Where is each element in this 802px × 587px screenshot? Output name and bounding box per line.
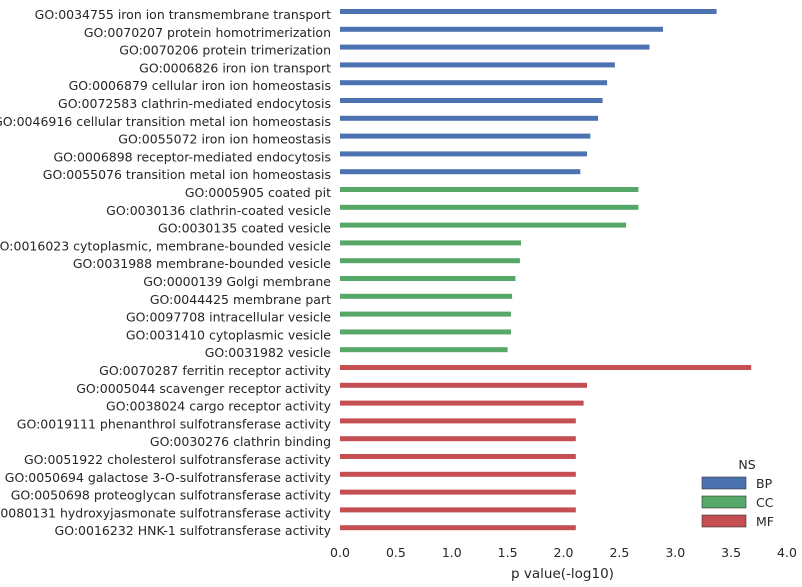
category-label: GO:0006879 cellular iron ion homeostasis <box>69 78 331 93</box>
category-label: GO:0044425 membrane part <box>150 292 331 307</box>
category-label: GO:0031982 vesicle <box>205 345 332 360</box>
bar-bp <box>340 115 599 121</box>
x-tick-label: 3.5 <box>721 545 741 560</box>
bar-mf <box>340 382 587 388</box>
legend-swatch-bp <box>701 476 747 490</box>
category-labels-group: GO:0034755 iron ion transmembrane transp… <box>0 7 332 538</box>
category-label: GO:0080131 hydroxyjasmonate sulfotransfe… <box>0 505 332 520</box>
legend: NS BP CC MF <box>701 457 774 529</box>
bar-cc <box>340 222 627 228</box>
bar-mf <box>340 400 584 406</box>
x-axis-title: p value(-log10) <box>511 566 614 582</box>
bar-mf <box>340 489 576 495</box>
bar-bp <box>340 169 581 175</box>
x-tick-label: 4.0 <box>777 545 797 560</box>
category-label: GO:0031988 membrane-bounded vesicle <box>73 256 331 271</box>
bar-bp <box>340 133 591 139</box>
category-label: GO:0034755 iron ion transmembrane transp… <box>35 7 331 22</box>
category-label: GO:0019111 phenanthrol sulfotransferase … <box>17 416 332 431</box>
category-label: GO:0006826 iron ion transport <box>139 60 331 75</box>
bar-bp <box>340 98 603 103</box>
legend-label-mf: MF <box>756 514 774 529</box>
category-label: GO:0031410 cytoplasmic vesicle <box>126 327 331 342</box>
category-label: GO:0072583 clathrin-mediated endocytosis <box>58 96 331 111</box>
category-label: GO:0006898 receptor-mediated endocytosis <box>53 149 331 164</box>
bar-mf <box>340 471 576 477</box>
category-label: GO:0005044 scavenger receptor activity <box>76 381 331 396</box>
category-label: GO:0046916 cellular transition metal ion… <box>0 114 331 129</box>
category-label: GO:0097708 intracellular vesicle <box>126 310 331 325</box>
legend-swatch-cc <box>701 495 747 509</box>
bar-mf <box>340 525 576 531</box>
bar-mf <box>340 507 576 513</box>
bar-bp <box>340 9 717 14</box>
bar-cc <box>340 311 511 317</box>
category-label: GO:0070287 ferritin receptor activity <box>99 363 331 378</box>
bar-mf <box>340 365 752 370</box>
x-tick-label: 2.5 <box>609 545 629 560</box>
category-label: GO:0030276 clathrin binding <box>150 434 331 449</box>
bar-bp <box>340 151 587 157</box>
bar-bp <box>340 26 663 32</box>
x-tick-label: 0.5 <box>386 545 406 560</box>
bars-group <box>340 9 752 531</box>
category-label: GO:0038024 cargo receptor activity <box>106 399 332 414</box>
x-tick-label: 1.0 <box>442 545 462 560</box>
category-label: GO:0050698 proteoglycan sulfotransferase… <box>11 488 332 503</box>
bar-cc <box>340 204 639 210</box>
legend-title: NS <box>738 457 755 472</box>
bar-mf <box>340 418 576 424</box>
bar-mf <box>340 454 576 459</box>
bar-cc <box>340 329 511 335</box>
category-label: GO:0051922 cholesterol sulfotransferase … <box>24 452 332 467</box>
category-label: GO:0016023 cytoplasmic, membrane-bounded… <box>0 238 331 253</box>
bar-mf <box>340 436 576 442</box>
category-label: GO:0055076 transition metal ion homeosta… <box>43 167 331 182</box>
category-label: GO:0030135 coated vesicle <box>158 221 331 236</box>
category-label: GO:0030136 clathrin-coated vesicle <box>106 203 331 218</box>
x-tick-label: 0.0 <box>330 545 350 560</box>
bar-bp <box>340 62 615 68</box>
bar-cc <box>340 187 639 192</box>
x-tick-label: 3.0 <box>665 545 685 560</box>
bar-cc <box>340 293 513 299</box>
bar-bp <box>340 80 608 86</box>
category-label: GO:0070207 protein homotrimerization <box>84 25 331 40</box>
bar-cc <box>340 347 508 353</box>
legend-label-cc: CC <box>756 495 774 510</box>
bar-cc <box>340 276 516 281</box>
legend-swatch-mf <box>701 514 747 528</box>
category-label: GO:0070206 protein trimerization <box>119 43 331 58</box>
bar-bp <box>340 44 650 50</box>
category-label: GO:0055072 iron ion homeostasis <box>118 132 331 147</box>
bar-cc <box>340 240 521 246</box>
bar-cc <box>340 258 520 264</box>
x-tick-labels-group: 0.0 0.5 1.0 1.5 2.0 2.5 3.0 3.5 4.0 <box>330 545 797 560</box>
category-label: GO:0050694 galactose 3-O-sulfotransferas… <box>5 470 332 485</box>
category-label: GO:0005905 coated pit <box>185 185 331 200</box>
x-tick-label: 1.5 <box>498 545 518 560</box>
category-label: GO:0000139 Golgi membrane <box>143 274 331 289</box>
category-label: GO:0016232 HNK-1 sulfotransferase activi… <box>55 523 332 538</box>
x-tick-label: 2.0 <box>554 545 574 560</box>
legend-label-bp: BP <box>756 476 773 491</box>
